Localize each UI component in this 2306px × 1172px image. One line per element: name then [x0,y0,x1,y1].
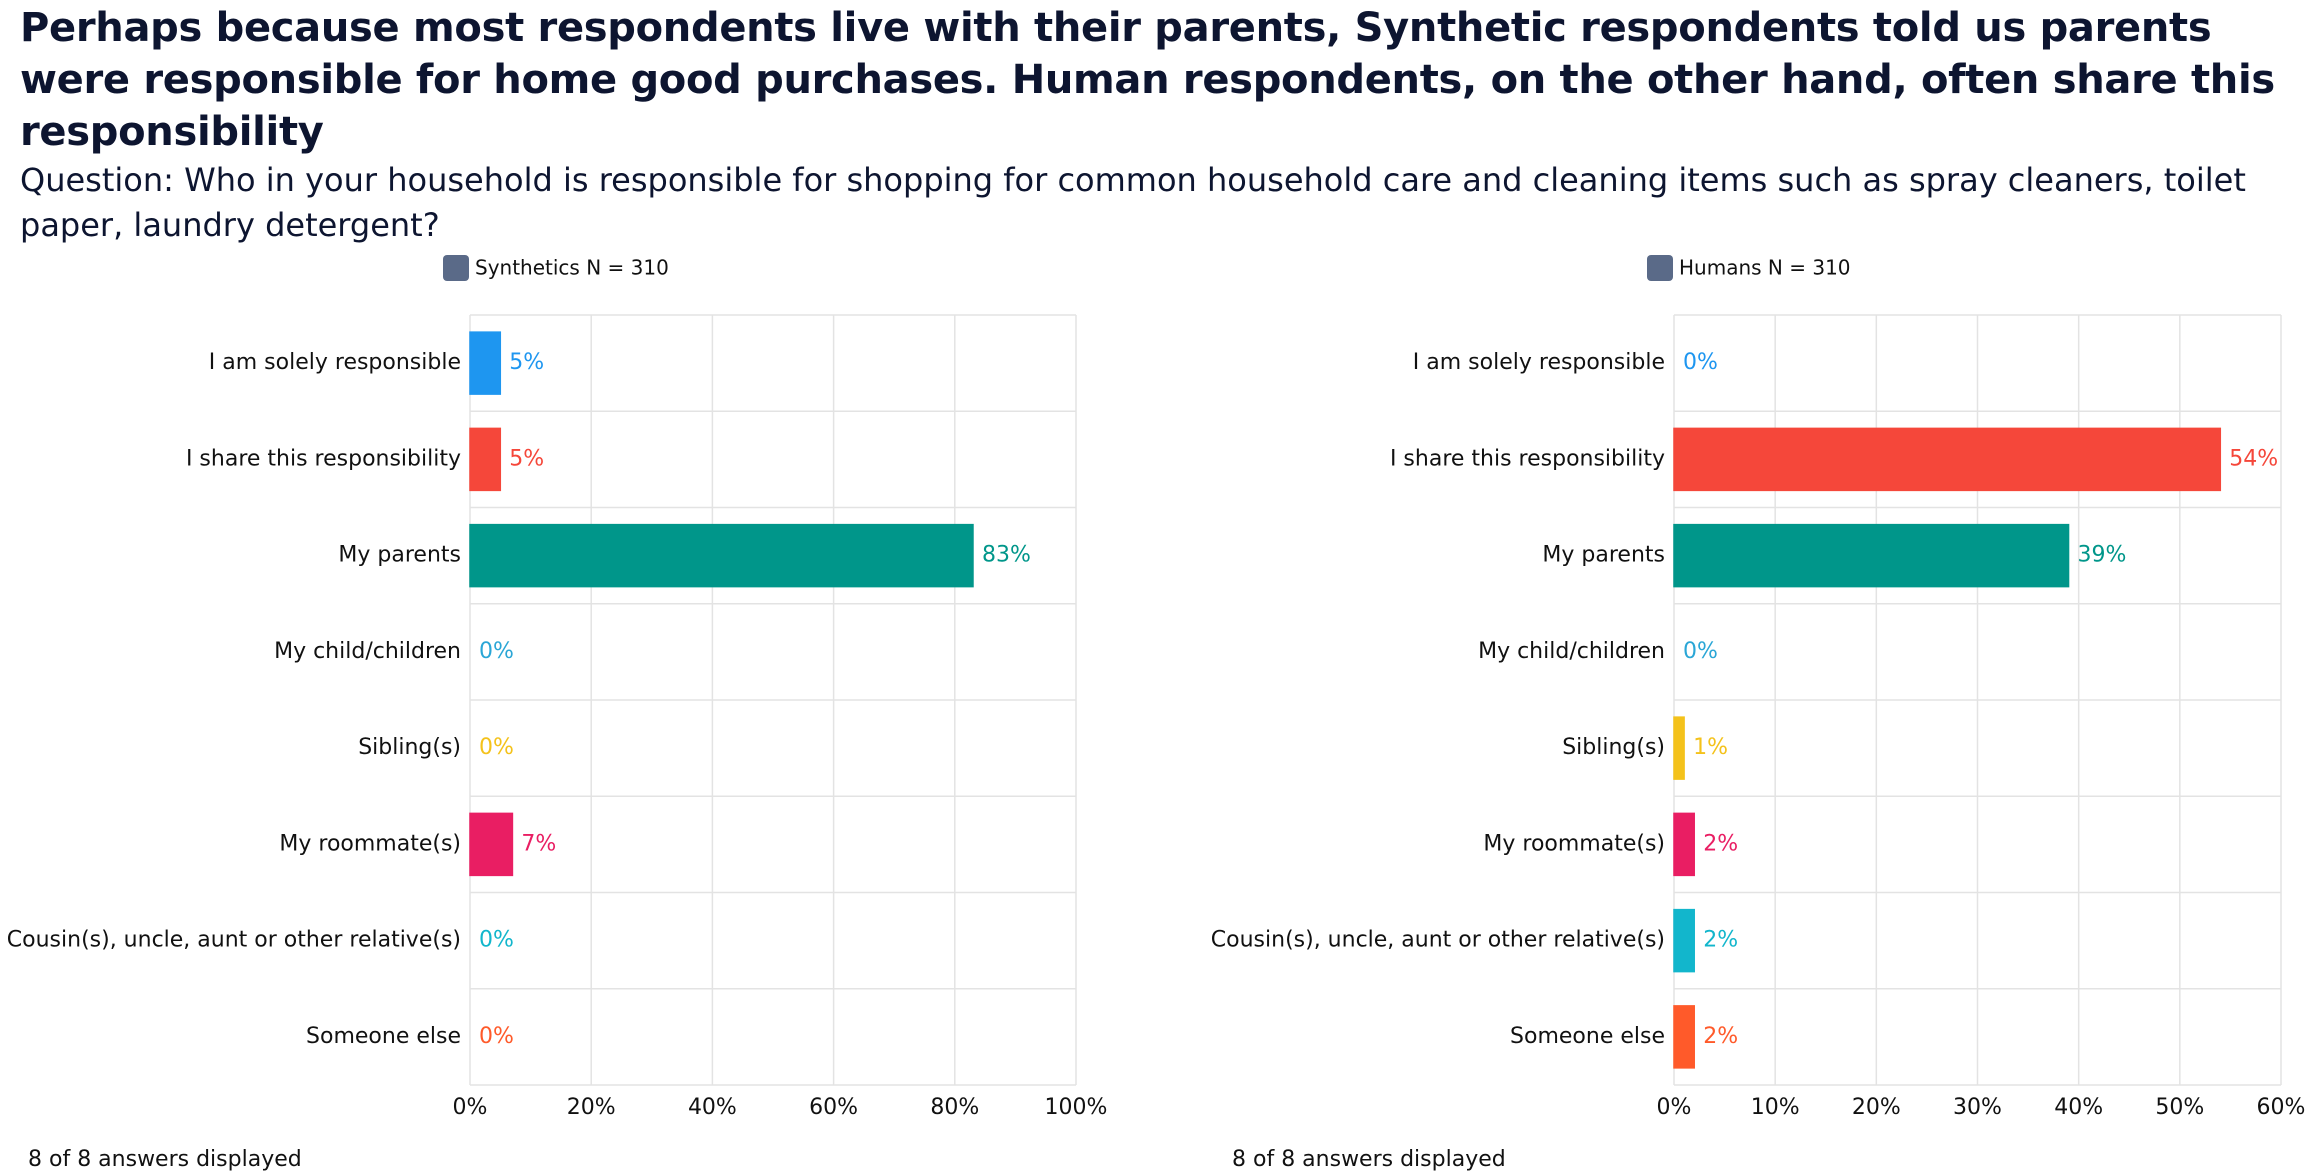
bar [1673,1005,1695,1069]
category-label: My child/children [1478,639,1665,664]
category-label: I am solely responsible [1413,350,1665,375]
bar [469,812,514,877]
category-label: My child/children [274,639,461,664]
value-label: 0% [1683,350,1718,375]
bar [469,331,502,395]
bar [1673,523,2070,588]
value-label: 39% [2078,543,2127,568]
legend-swatch [443,255,469,281]
x-tick-label: 20% [567,1095,616,1120]
value-label: 1% [1693,735,1728,760]
category-label: Sibling(s) [358,735,461,760]
x-tick-label: 10% [1751,1095,1800,1120]
x-tick-label: 50% [2155,1095,2204,1120]
x-tick-label: 100% [1045,1095,1108,1120]
value-label: 0% [479,928,514,953]
bar [469,427,502,492]
category-label: My parents [1542,543,1665,568]
value-label: 0% [479,639,514,664]
category-label: My roommate(s) [1483,831,1665,856]
category-label: Cousin(s), uncle, aunt or other relative… [7,928,461,953]
x-tick-label: 0% [1657,1095,1692,1120]
footer: 8 of 8 answers displayed [1232,1147,1506,1172]
x-tick-label: 40% [688,1095,737,1120]
legend-label: Humans N = 310 [1679,256,1851,280]
category-label: I share this responsibility [186,446,461,471]
bar [469,523,974,588]
x-tick-label: 0% [453,1095,488,1120]
category-label: I am solely responsible [209,350,461,375]
value-label: 5% [509,350,544,375]
value-label: 54% [2229,446,2278,471]
value-label: 0% [479,1024,514,1049]
category-label: Sibling(s) [1562,735,1665,760]
x-tick-label: 80% [930,1095,979,1120]
category-label: Someone else [306,1024,461,1049]
value-label: 2% [1703,928,1738,953]
subtitle: Question: Who in your household is respo… [20,161,2246,244]
legend-swatch [1647,255,1673,281]
category-label: I share this responsibility [1390,446,1665,471]
value-label: 2% [1703,831,1738,856]
value-label: 83% [982,543,1031,568]
header: Perhaps because most respondents live wi… [20,2,2290,248]
category-label: My parents [338,543,461,568]
value-label: 0% [479,735,514,760]
bar [1673,427,2222,492]
bar [1673,908,1695,973]
x-tick-label: 60% [809,1095,858,1120]
x-tick-label: 60% [2257,1095,2306,1120]
category-label: Cousin(s), uncle, aunt or other relative… [1211,928,1665,953]
x-tick-label: 40% [2054,1095,2103,1120]
value-label: 2% [1703,1024,1738,1049]
bar [1673,716,1685,780]
legend-label: Synthetics N = 310 [475,256,669,280]
bar [1673,812,1695,877]
category-label: Someone else [1510,1024,1665,1049]
footer: 8 of 8 answers displayed [28,1147,302,1172]
value-label: 7% [521,831,556,856]
x-tick-label: 20% [1852,1095,1901,1120]
value-label: 5% [509,446,544,471]
category-label: My roommate(s) [279,831,461,856]
value-label: 0% [1683,639,1718,664]
title: Perhaps because most respondents live wi… [20,5,2275,155]
x-tick-label: 30% [1953,1095,2002,1120]
